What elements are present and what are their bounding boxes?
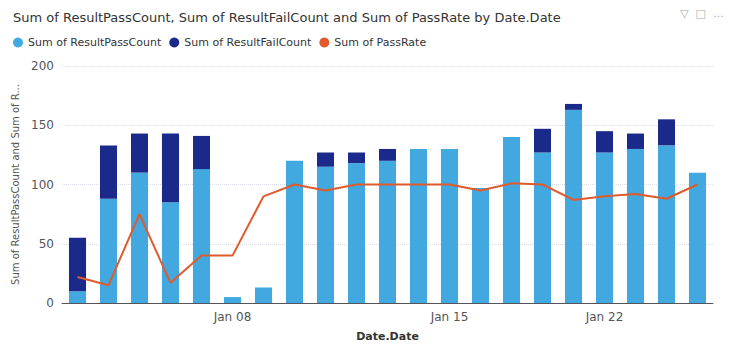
svg-text:Sum of PassRate: Sum of PassRate [334, 36, 426, 49]
svg-text:Sum of ResultPassCount: Sum of ResultPassCount [28, 36, 162, 49]
svg-text:0: 0 [46, 296, 54, 310]
svg-text:Jan 08: Jan 08 [213, 310, 252, 324]
svg-text:100: 100 [31, 178, 54, 192]
svg-text:▽ □ …: ▽ □ … [680, 7, 724, 20]
svg-text:Sum of ResultPassCount and Sum: Sum of ResultPassCount and Sum of R... [10, 84, 21, 285]
svg-text:Jan 22: Jan 22 [585, 310, 624, 324]
svg-text:Jan 15: Jan 15 [430, 310, 469, 324]
svg-text:150: 150 [31, 118, 54, 132]
svg-text:50: 50 [39, 237, 54, 251]
svg-text:200: 200 [31, 59, 54, 73]
svg-text:Date.Date: Date.Date [356, 330, 419, 343]
svg-text:Sum of ResultFailCount: Sum of ResultFailCount [184, 36, 312, 49]
svg-text:Sum of ResultPassCount, Sum of: Sum of ResultPassCount, Sum of ResultFai… [13, 10, 561, 25]
